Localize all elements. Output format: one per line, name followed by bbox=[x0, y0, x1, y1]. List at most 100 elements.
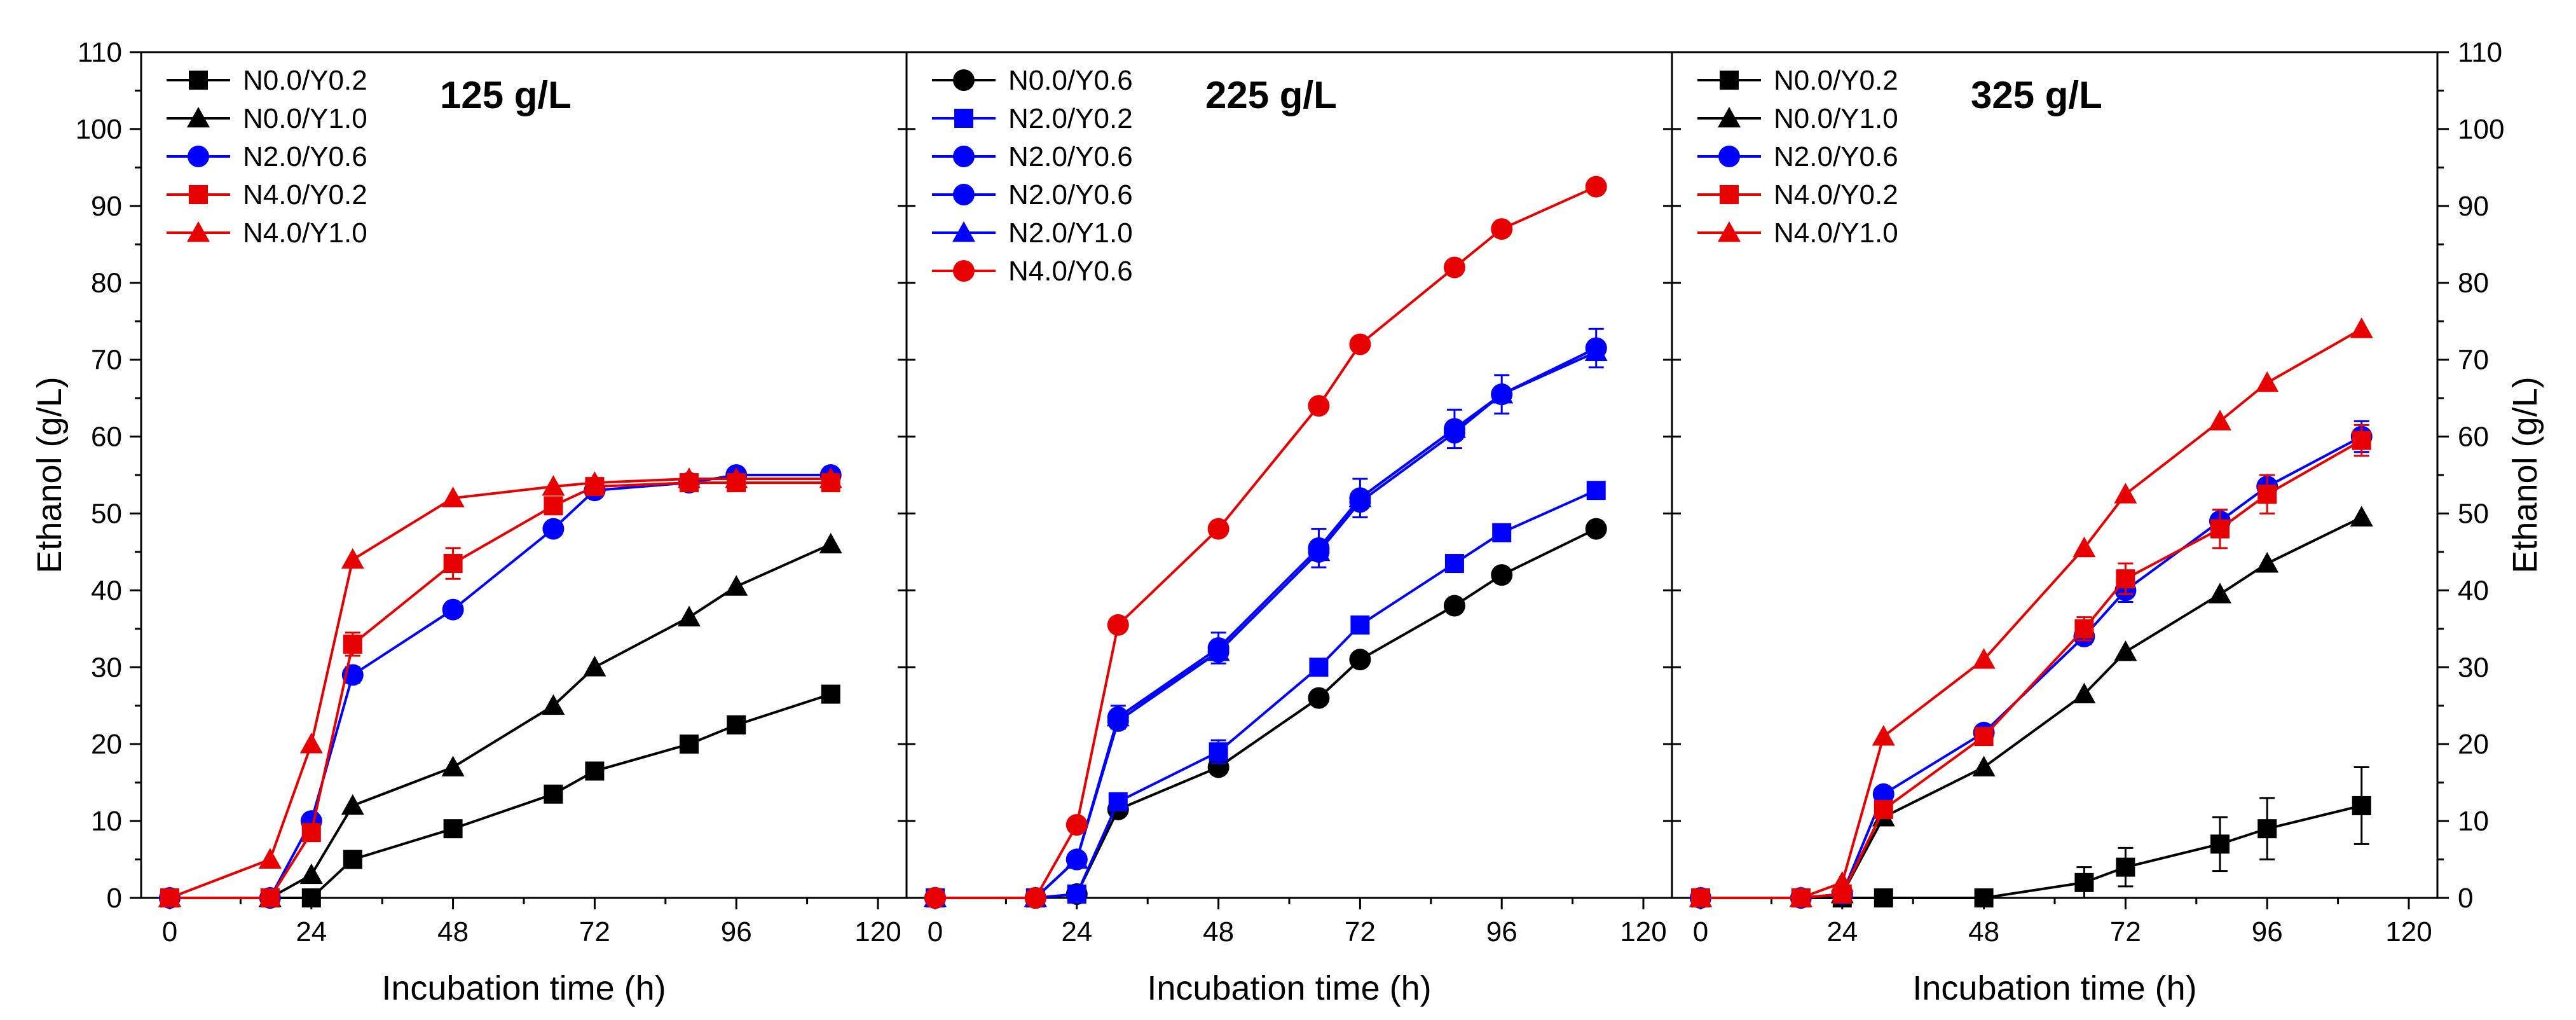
x-tick-label: 0 bbox=[1693, 916, 1708, 948]
legend-marker bbox=[1718, 107, 1741, 128]
x-tick-label: 72 bbox=[579, 916, 610, 948]
panel-title: 125 g/L bbox=[440, 74, 572, 116]
series-line bbox=[935, 347, 1597, 899]
series-N0.0/Y0.2 bbox=[1691, 766, 2371, 907]
data-point bbox=[2256, 552, 2279, 573]
legend-entry: N0.0/Y0.6 bbox=[932, 65, 1133, 96]
series-line bbox=[169, 478, 831, 899]
data-point bbox=[819, 532, 842, 554]
panel-title: 225 g/L bbox=[1205, 74, 1337, 116]
data-point bbox=[1207, 518, 1230, 540]
data-point bbox=[542, 694, 565, 715]
data-point bbox=[1872, 783, 1894, 805]
legend-entry: N2.0/Y1.0 bbox=[932, 217, 1133, 249]
series-N4.0/Y0.6 bbox=[924, 176, 1607, 909]
data-point bbox=[1491, 218, 1513, 240]
data-point bbox=[1308, 395, 1330, 417]
data-point bbox=[301, 888, 321, 907]
data-point bbox=[2210, 519, 2230, 539]
data-point bbox=[1491, 564, 1513, 586]
legend-marker bbox=[189, 185, 208, 204]
data-point bbox=[1350, 615, 1370, 635]
data-point bbox=[1974, 888, 1994, 907]
series-N4.0/Y1.0 bbox=[1689, 317, 2373, 907]
legend-entry: N4.0/Y0.2 bbox=[167, 179, 367, 210]
legend-marker bbox=[188, 146, 209, 167]
data-point bbox=[1874, 799, 1893, 819]
data-point bbox=[1209, 742, 1228, 762]
data-point bbox=[1024, 887, 1046, 909]
legend-label: N4.0/Y0.2 bbox=[243, 179, 367, 210]
y-tick-label-left: 10 bbox=[91, 806, 122, 837]
y-tick-label-left: 80 bbox=[91, 268, 122, 299]
data-point bbox=[542, 518, 565, 540]
x-tick-label: 24 bbox=[296, 916, 327, 948]
x-tick-label: 72 bbox=[1345, 916, 1376, 948]
y-tick-label-right: 80 bbox=[2458, 268, 2489, 299]
panel-1: 0 24 48 72 96 120 0 10 20 30 40 50 60 70 80 90 100 110 N0.… bbox=[76, 37, 908, 948]
x-tick-label: 120 bbox=[854, 916, 901, 948]
data-point bbox=[677, 467, 701, 488]
x-tick-label: 96 bbox=[2252, 916, 2283, 948]
x-tick-label: 72 bbox=[2110, 916, 2141, 948]
data-point bbox=[1207, 756, 1230, 778]
x-tick-label: 120 bbox=[2385, 916, 2432, 948]
x-tick-label: 48 bbox=[437, 916, 469, 948]
data-point bbox=[1444, 554, 1464, 574]
data-point bbox=[301, 823, 321, 843]
y-tick-label-right: 70 bbox=[2458, 345, 2489, 376]
legend-label: N2.0/Y0.2 bbox=[1008, 103, 1133, 134]
y-tick-label-left: 60 bbox=[91, 422, 122, 453]
data-point bbox=[2257, 819, 2277, 839]
data-point bbox=[1972, 755, 1996, 776]
y-axis-title-left: Ethanol (g/L) bbox=[31, 376, 69, 573]
y-tick-label-left: 100 bbox=[76, 114, 122, 145]
legend-marker bbox=[953, 184, 975, 205]
legend-entry: N4.0/Y1.0 bbox=[167, 217, 367, 249]
legend-marker bbox=[1720, 185, 1739, 204]
series-line bbox=[1701, 439, 2362, 899]
legend-marker bbox=[953, 69, 975, 91]
series-line bbox=[935, 347, 1597, 899]
legend-entry: N2.0/Y0.6 bbox=[1697, 141, 1898, 172]
y-tick-label-left: 20 bbox=[91, 729, 122, 760]
data-point bbox=[1789, 886, 1812, 907]
legend-entry: N0.0/Y0.2 bbox=[1697, 65, 1898, 96]
data-point bbox=[677, 605, 701, 627]
data-point bbox=[1065, 848, 1088, 869]
x-tick-label: 24 bbox=[1061, 916, 1092, 948]
legend-label: N4.0/Y0.2 bbox=[1774, 179, 1898, 210]
y-tick-label-right: 50 bbox=[2458, 498, 2489, 529]
data-point bbox=[2350, 317, 2373, 338]
series-N2.0/Y0.6 bbox=[924, 327, 1607, 909]
data-point bbox=[2072, 682, 2096, 703]
y-tick-label-right: 30 bbox=[2458, 652, 2489, 683]
legend-marker bbox=[952, 221, 975, 242]
data-point bbox=[585, 761, 605, 781]
legend-label: N0.0/Y0.6 bbox=[1008, 65, 1133, 96]
data-point bbox=[1348, 486, 1372, 507]
y-tick-label-left: 40 bbox=[91, 575, 122, 606]
legend-label: N0.0/Y0.2 bbox=[243, 65, 367, 96]
data-point bbox=[441, 755, 465, 776]
legend-entry: N0.0/Y0.2 bbox=[167, 65, 367, 96]
y-tick-label-right: 20 bbox=[2458, 729, 2489, 760]
series-line bbox=[935, 185, 1597, 899]
data-point bbox=[679, 734, 699, 754]
panel-3: 0 24 48 72 96 120 0 10 20 30 40 50 60 70 80 90 100 110 N0.… bbox=[1671, 37, 2504, 948]
data-point bbox=[1307, 540, 1331, 562]
data-point bbox=[2256, 371, 2279, 392]
data-point bbox=[1308, 687, 1330, 709]
data-point bbox=[1972, 648, 1996, 669]
x-tick-label: 48 bbox=[1203, 916, 1234, 948]
legend-label: N0.0/Y1.0 bbox=[243, 103, 367, 134]
data-point bbox=[1107, 614, 1129, 636]
data-point bbox=[2114, 483, 2137, 504]
chart-panels: 0 24 48 72 96 1200102030405060708090100110N0.… bbox=[76, 37, 2505, 948]
y-tick-label-right: 10 bbox=[2458, 806, 2489, 837]
data-point bbox=[2210, 834, 2230, 854]
series-N0.0/Y0.2 bbox=[160, 684, 840, 907]
series-line bbox=[1701, 516, 2362, 899]
data-point bbox=[343, 850, 362, 869]
